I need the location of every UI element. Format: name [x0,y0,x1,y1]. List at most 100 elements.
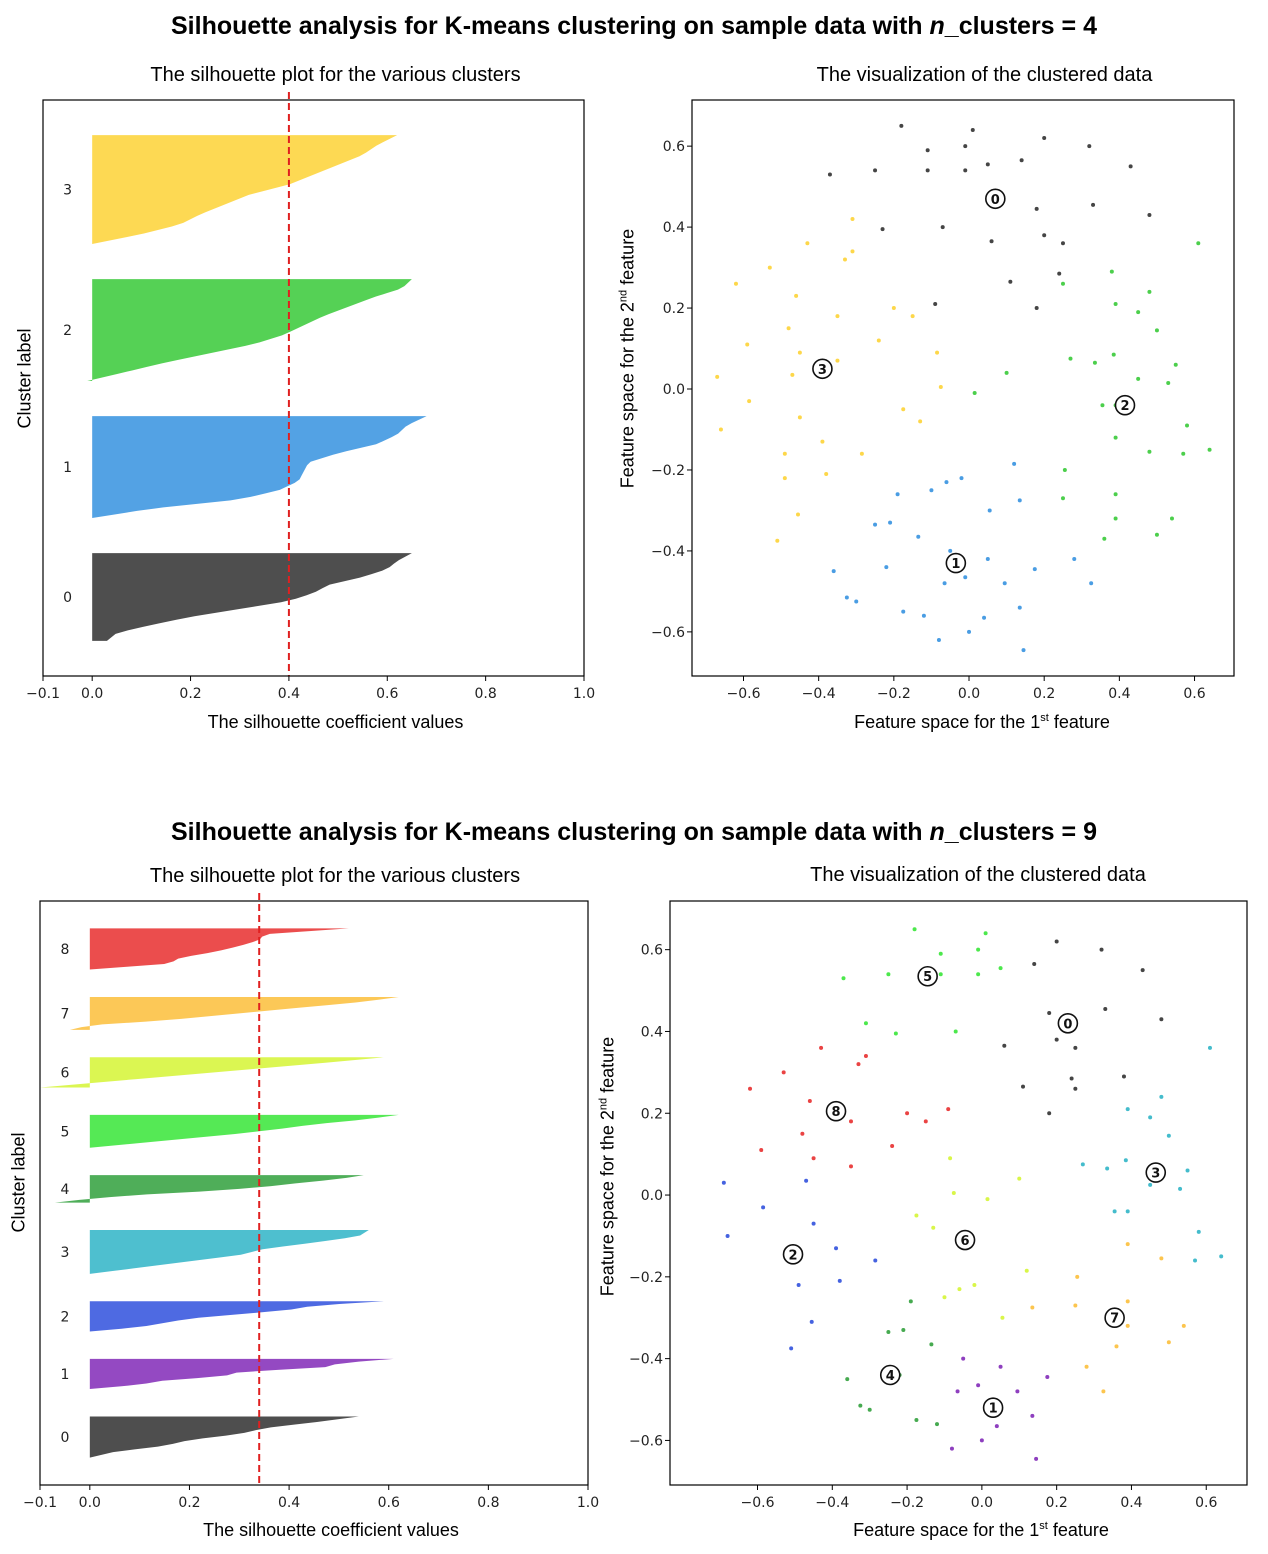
x-tick-label: 0.0 [958,686,980,702]
data-point [767,265,772,270]
data-point [933,302,938,307]
data-point [1042,233,1047,238]
axes-frame [691,99,1235,677]
x-tick-label: 0.4 [1108,686,1130,702]
data-point [1147,212,1152,217]
data-point [789,1346,794,1351]
data-point [931,1225,936,1230]
cluster-center-marker [945,552,967,574]
data-point [1147,449,1152,454]
x-axis-label-suffix: feature [1048,712,1110,732]
data-point [1125,1209,1130,1214]
y-tick-label: 0.4 [663,220,685,236]
data-point [985,1197,990,1202]
data-point [841,976,846,981]
y-tick-label: −0.6 [629,1433,663,1449]
data-point [1125,1242,1130,1247]
data-point [761,1205,766,1210]
data-point [972,391,977,396]
data-point [963,575,968,580]
x-tick-label: 0.4 [1120,1495,1142,1511]
data-point [959,476,964,481]
y-tick-label: −0.4 [629,1352,663,1368]
data-point [1024,1268,1029,1273]
silhouette-plot: −0.1 0.0 0.2 0.4 0.6 0.8 1.0 0 1 2 3 4 5 6 7 8 [23,893,599,1511]
data-point [938,951,943,956]
data-point [934,1422,939,1427]
data-point [1185,1168,1190,1173]
x-tick-label: −0.4 [802,686,836,702]
data-point [1111,352,1116,357]
silhouette-cluster-4 [54,1175,364,1203]
data-point [1166,1133,1171,1138]
data-point [831,569,836,574]
scatter-plot: −0.6 −0.4 −0.2 0.0 0.2 0.4 0.6 −0.6 −0.4 −0.2 0.0 0… [629,900,1248,1511]
data-point [745,342,750,347]
data-point [1021,648,1026,653]
data-point [1017,498,1022,503]
data-point [946,1107,951,1112]
cluster-center-label: 3 [818,363,827,378]
x-tick-label: 1.0 [573,686,595,702]
data-point [948,548,953,553]
x-tick-label: −0.1 [23,1495,57,1511]
data-point [1021,1084,1026,1089]
data-point [1069,1076,1074,1081]
figure-title-italic: n [929,12,945,40]
data-point [873,168,878,173]
data-point [908,1299,913,1304]
data-point [940,225,945,230]
cluster-center-label: 0 [991,193,1000,208]
data-point [1000,1315,1005,1320]
data-point [1113,492,1118,497]
cluster-label: 3 [60,1245,69,1261]
x-tick-label: 0.2 [179,686,201,702]
data-point [733,281,738,286]
data-point [1034,206,1039,211]
data-point [1136,376,1141,381]
axes-frame [669,900,1248,1486]
silhouette-cluster-0 [89,1416,359,1458]
cluster-center-marker [982,1397,1004,1419]
data-point [873,522,878,527]
x-tick-label: 0.4 [278,686,300,702]
data-point [1181,451,1186,456]
data-point [834,1246,839,1251]
data-point [1159,1256,1164,1261]
y-tick-label: 0.6 [641,943,663,959]
data-point [955,1389,960,1394]
x-tick-label: 0.2 [178,1495,200,1511]
data-point [901,609,906,614]
data-point [1154,532,1159,537]
x-tick-label: 0.2 [1046,1495,1068,1511]
data-point [1207,447,1212,452]
data-point [910,314,915,319]
data-point [1125,1299,1130,1304]
data-point [912,927,917,932]
y-tick-label: −0.2 [651,463,685,479]
data-point [718,427,723,432]
data-point [1080,1162,1085,1167]
cluster-center-marker [825,1100,847,1122]
data-point [1123,1158,1128,1163]
data-point [918,419,923,424]
x-tick-label: 0.6 [1183,686,1205,702]
data-point [1125,1107,1130,1112]
figure-title-suffix: _clusters = 9 [944,818,1097,846]
data-point [998,1364,1003,1369]
data-point [976,972,981,977]
data-point [925,168,930,173]
data-point [796,1283,801,1288]
data-point [1004,370,1009,375]
data-point [805,241,810,246]
data-point [1178,1186,1183,1191]
cluster-label: 8 [60,942,69,958]
data-point [1113,435,1118,440]
cluster-center-marker [812,358,833,380]
silhouette-cluster-3 [92,135,398,244]
data-point [1101,1389,1106,1394]
x-tick-label: 0.8 [475,686,497,702]
data-point [782,476,787,481]
data-point [985,162,990,167]
data-point [850,249,855,254]
